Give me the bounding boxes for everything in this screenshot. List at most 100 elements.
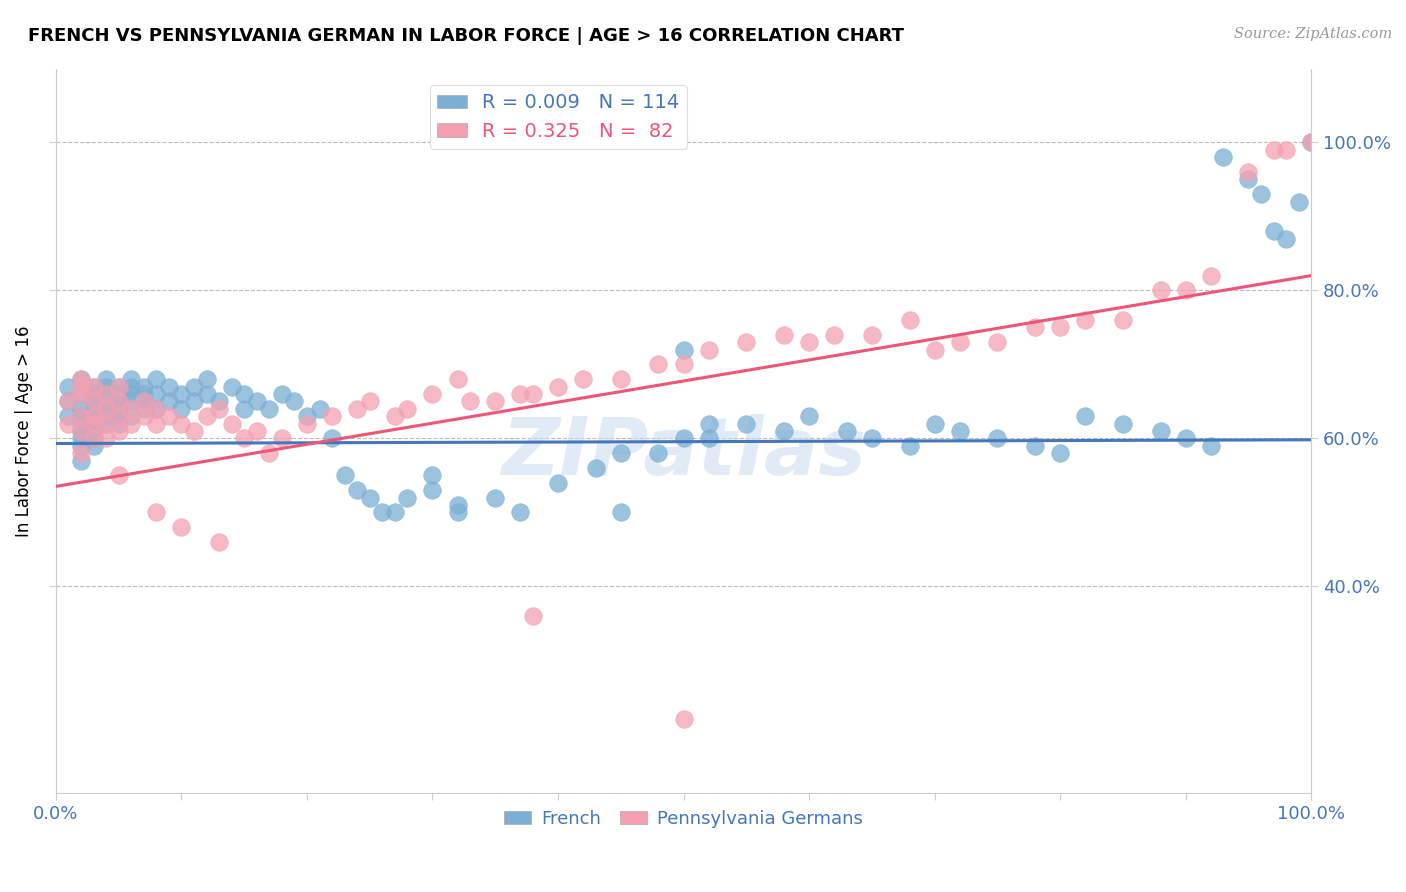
Point: [70, 372, 93, 386]
Point: [422, 387, 444, 401]
Point: [233, 401, 256, 416]
Point: [107, 379, 129, 393]
Point: [58, 409, 80, 424]
Point: [672, 343, 695, 357]
Point: [346, 483, 368, 497]
Point: [94, 401, 117, 416]
Point: [70, 424, 93, 438]
Point: [333, 468, 356, 483]
Point: [773, 424, 796, 438]
Point: [195, 409, 218, 424]
Point: [195, 372, 218, 386]
Point: [58, 394, 80, 409]
Point: [484, 491, 506, 505]
Point: [120, 409, 142, 424]
Point: [157, 394, 180, 409]
Point: [259, 446, 281, 460]
Point: [94, 372, 117, 386]
Point: [371, 505, 394, 519]
Point: [522, 608, 544, 623]
Point: [509, 387, 531, 401]
Point: [797, 409, 820, 424]
Point: [107, 409, 129, 424]
Point: [94, 431, 117, 445]
Point: [170, 520, 193, 534]
Point: [83, 394, 105, 409]
Point: [458, 394, 481, 409]
Point: [208, 394, 231, 409]
Point: [170, 417, 193, 431]
Point: [107, 468, 129, 483]
Point: [132, 394, 155, 409]
Point: [170, 401, 193, 416]
Point: [697, 431, 720, 445]
Point: [572, 372, 595, 386]
Point: [132, 401, 155, 416]
Point: [132, 387, 155, 401]
Text: ZIPatlas: ZIPatlas: [501, 414, 866, 491]
Point: [259, 401, 281, 416]
Point: [83, 401, 105, 416]
Point: [672, 431, 695, 445]
Point: [94, 379, 117, 393]
Point: [83, 394, 105, 409]
Point: [70, 417, 93, 431]
Point: [58, 394, 80, 409]
Point: [270, 431, 292, 445]
Point: [359, 394, 381, 409]
Point: [157, 409, 180, 424]
Point: [208, 534, 231, 549]
Point: [132, 394, 155, 409]
Y-axis label: In Labor Force | Age > 16: In Labor Force | Age > 16: [15, 326, 32, 537]
Point: [773, 327, 796, 342]
Point: [170, 387, 193, 401]
Point: [924, 343, 946, 357]
Point: [70, 387, 93, 401]
Point: [1199, 268, 1222, 283]
Point: [446, 372, 468, 386]
Point: [1263, 224, 1285, 238]
Point: [1212, 150, 1234, 164]
Point: [1112, 313, 1135, 327]
Point: [1049, 320, 1071, 334]
Point: [1275, 143, 1298, 157]
Point: [1301, 136, 1323, 150]
Point: [120, 372, 142, 386]
Point: [1174, 431, 1197, 445]
Point: [949, 335, 972, 350]
Point: [1174, 284, 1197, 298]
Point: [145, 387, 167, 401]
Point: [83, 379, 105, 393]
Point: [1149, 424, 1171, 438]
Point: [1263, 143, 1285, 157]
Point: [94, 417, 117, 431]
Point: [295, 417, 318, 431]
Text: FRENCH VS PENNSYLVANIA GERMAN IN LABOR FORCE | AGE > 16 CORRELATION CHART: FRENCH VS PENNSYLVANIA GERMAN IN LABOR F…: [28, 27, 904, 45]
Point: [321, 431, 343, 445]
Legend: French, Pennsylvania Germans: French, Pennsylvania Germans: [496, 803, 870, 835]
Point: [183, 394, 205, 409]
Point: [446, 498, 468, 512]
Point: [1288, 194, 1310, 209]
Point: [1275, 232, 1298, 246]
Point: [145, 401, 167, 416]
Point: [484, 394, 506, 409]
Point: [1024, 439, 1046, 453]
Point: [145, 401, 167, 416]
Point: [70, 379, 93, 393]
Point: [120, 387, 142, 401]
Point: [83, 387, 105, 401]
Point: [509, 505, 531, 519]
Point: [120, 394, 142, 409]
Point: [924, 417, 946, 431]
Point: [94, 394, 117, 409]
Point: [283, 394, 305, 409]
Point: [183, 424, 205, 438]
Point: [547, 379, 569, 393]
Point: [70, 431, 93, 445]
Point: [1024, 320, 1046, 334]
Point: [132, 409, 155, 424]
Point: [221, 417, 243, 431]
Point: [70, 401, 93, 416]
Point: [610, 446, 633, 460]
